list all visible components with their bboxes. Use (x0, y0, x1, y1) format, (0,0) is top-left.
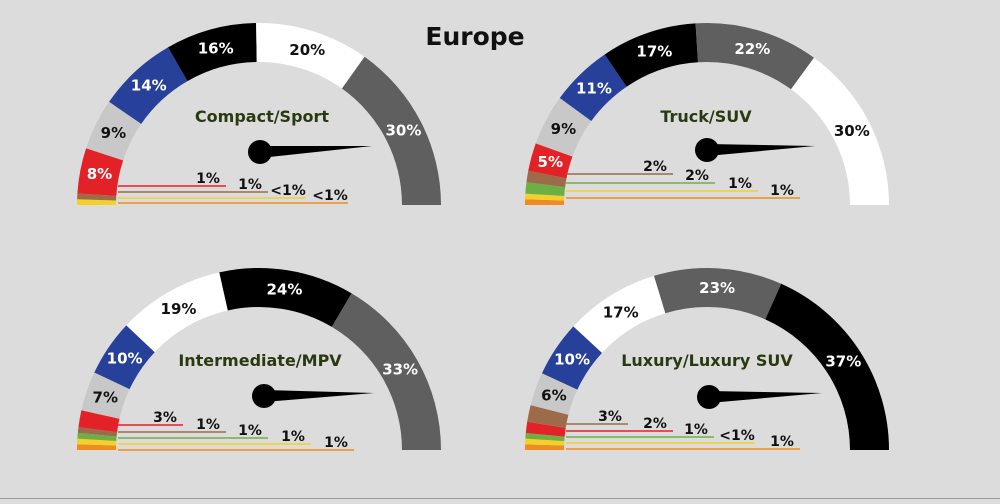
segment-label: 9% (101, 124, 126, 142)
page-title: Europe (425, 22, 525, 51)
gauge-segment (126, 272, 228, 353)
gauge-title: Luxury/Luxury SUV (621, 351, 793, 370)
segment-label: 20% (289, 41, 325, 59)
segment-label: 23% (699, 279, 735, 297)
segment-label: 11% (576, 79, 612, 97)
segment-label: 22% (734, 40, 770, 58)
gauge-needle (264, 390, 374, 402)
gauge-segment (653, 268, 782, 320)
gauge-chart: 6% 10% 17% 23% 37% Luxury/Luxury SUV 3% 2% 1% <1%… (525, 268, 889, 450)
small-share-label: 1% (684, 422, 708, 438)
gauge-segment (168, 23, 257, 82)
segment-label: 24% (266, 281, 302, 299)
segment-label: 14% (131, 77, 167, 95)
gauge-segment (77, 444, 117, 450)
gauge-segment (94, 325, 155, 390)
gauge-segment (791, 57, 889, 205)
gauge-segment (528, 143, 573, 179)
small-share-label: 1% (238, 423, 262, 439)
gauge-segment (77, 148, 124, 196)
needle-hub (697, 385, 721, 409)
small-share-label: 2% (643, 159, 667, 175)
segment-label: 37% (825, 353, 861, 371)
segment-label: 7% (93, 388, 118, 406)
gauge-segment (81, 372, 130, 419)
gauge-chart: 7% 10% 19% 24% 33% Intermediate/MPV 3% 1% 1% 1% 1% (77, 268, 441, 451)
gauge-segment (77, 199, 117, 205)
gauge-segment (525, 421, 566, 437)
small-share-label: 1% (238, 177, 262, 193)
gauge-segment (219, 268, 352, 327)
gauge-segment (541, 326, 603, 390)
segment-label: 33% (382, 360, 418, 378)
gauge-segment (535, 98, 592, 157)
small-share-label: 1% (196, 171, 220, 187)
small-share-label: <1% (312, 188, 348, 204)
segment-label: 6% (541, 386, 566, 404)
needle-hub (248, 140, 272, 164)
gauge-title: Truck/SUV (660, 107, 752, 126)
gauge-segment (78, 410, 120, 433)
small-share-label: 1% (770, 183, 794, 199)
segment-label: 10% (107, 350, 143, 368)
gauge-segment (526, 170, 567, 188)
segment-label: 17% (603, 303, 639, 321)
gauge-segment (530, 373, 578, 415)
small-share-label: 1% (728, 176, 752, 192)
gauge-needle (707, 144, 815, 156)
gauge-segment (77, 427, 118, 437)
small-share-label: 1% (196, 417, 220, 433)
small-share-label: 2% (643, 416, 667, 432)
segment-label: 8% (87, 165, 112, 183)
segment-label: 30% (385, 122, 421, 140)
segment-label: 16% (198, 39, 234, 57)
gauge-segment (256, 23, 365, 89)
segment-label: 30% (834, 122, 870, 140)
segment-label: 5% (538, 153, 563, 171)
gauge-segment (109, 47, 188, 124)
gauge-segment (331, 293, 441, 450)
segment-label: 19% (161, 300, 197, 318)
small-share-label: 1% (770, 434, 794, 450)
gauge-segment (525, 182, 566, 197)
gauge-segment (525, 438, 565, 446)
gauge-segment (525, 444, 565, 450)
gauge-segment (77, 432, 117, 442)
gauge-chart: 5% 9% 11% 17% 22% 30% Truck/SUV 2% 2% 1% 1% (525, 23, 889, 205)
small-share-label: 1% (324, 435, 348, 451)
small-share-label: 3% (598, 409, 622, 425)
gauge-needle (260, 146, 372, 158)
small-share-label: 1% (281, 429, 305, 445)
gauge-title: Compact/Sport (195, 107, 329, 126)
gauge-chart: 8% 9% 14% 16% 20% 30% Compact/Sport 1% 1% <1% <1% (77, 23, 441, 205)
gauge-segment (604, 23, 699, 87)
gauge-segment (77, 438, 117, 446)
gauge-segment (559, 54, 627, 121)
segment-label: 10% (554, 350, 590, 368)
small-share-label: <1% (719, 428, 755, 444)
gauge-segment (525, 433, 565, 442)
segment-label: 9% (551, 120, 576, 138)
needle-hub (252, 384, 276, 408)
gauge-segment (527, 405, 569, 428)
gauge-segment (341, 56, 441, 205)
small-share-label: 3% (153, 410, 177, 426)
bottom-divider (0, 498, 1000, 499)
gauge-needle (709, 391, 822, 403)
gauge-segment (77, 193, 117, 201)
gauge-title: Intermediate/MPV (178, 351, 342, 370)
gauge-segment (695, 23, 814, 90)
small-share-label: <1% (270, 183, 306, 199)
gauge-segment (573, 275, 666, 353)
gauge-segment (86, 101, 142, 161)
gauge-segment (525, 193, 565, 201)
gauge-segment (525, 199, 565, 205)
segment-label: 17% (636, 42, 672, 60)
small-share-label: 2% (685, 168, 709, 184)
gauge-segment (765, 283, 889, 450)
needle-hub (695, 138, 719, 162)
